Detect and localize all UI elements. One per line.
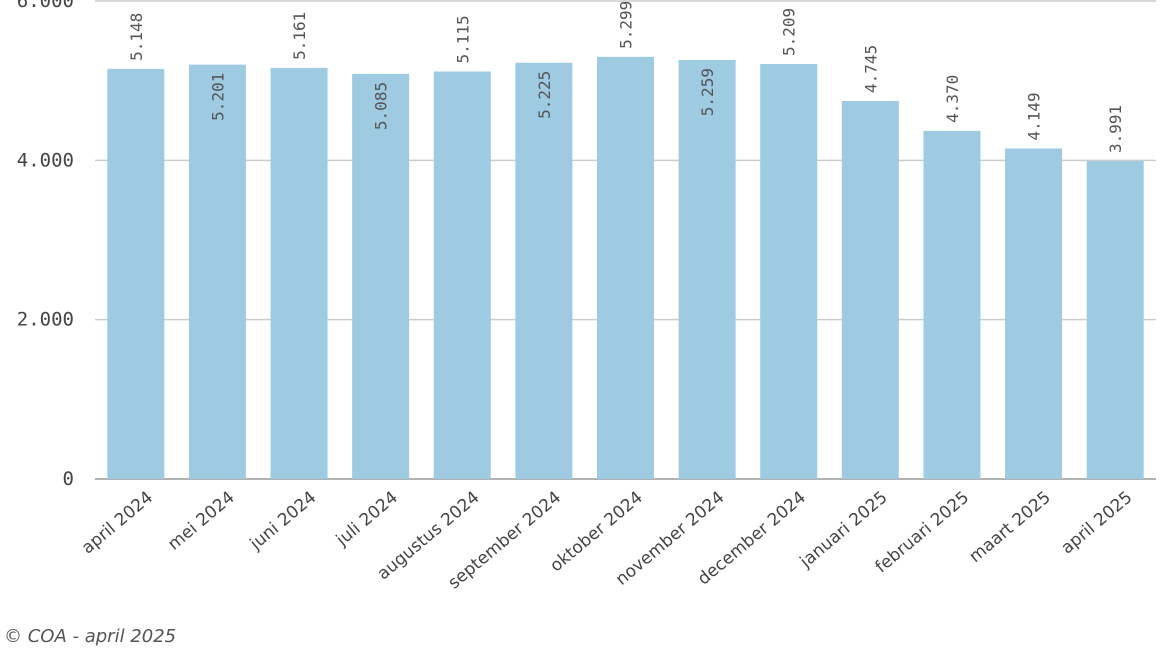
data-label: 5.259 [698,68,717,116]
source-credit: © COA - april 2025 [4,626,177,647]
x-tick-label: mei 2024 [164,488,238,555]
y-tick-label: 4.000 [17,149,74,171]
bar [923,130,981,479]
bar [760,64,818,480]
x-tick-label: juli 2024 [332,488,402,551]
data-label: 3.991 [1106,105,1125,153]
bar [270,67,328,479]
data-label: 5.085 [372,82,391,130]
data-labels: 5.148 5.201 5.161 5.085 5.115 5.225 5.299 5.259… [127,1,1125,153]
bar [107,68,165,479]
bar [1086,161,1144,479]
bar [352,73,410,480]
data-label: 5.201 [208,73,227,121]
data-label: 5.115 [453,15,472,63]
bar [597,56,654,479]
bar [1005,148,1063,479]
bar [678,60,736,480]
data-label: 5.225 [535,71,554,119]
bar [515,62,573,479]
bar [841,100,899,480]
x-axis: april 2024 mei 2024 juni 2024 juli 2024augu… [78,488,1136,594]
bars [107,56,1144,480]
y-tick-label: 6.000 [17,0,74,12]
data-label: 5.161 [290,12,309,60]
y-tick-label: 2.000 [17,309,74,331]
y-tick-label: 0 [63,468,74,490]
data-label: 4.149 [1025,92,1044,140]
data-label: 5.148 [127,13,146,61]
bar [433,71,491,479]
data-label: 5.209 [780,8,799,56]
x-tick-label: april 2025 [1057,488,1136,559]
data-label: 5.299 [617,1,636,49]
x-tick-label: maart 2025 [966,488,1055,567]
y-axis: 0 2.000 4.000 6.000 [17,0,74,490]
x-tick-label: april 2024 [78,488,157,559]
data-label: 4.745 [861,45,880,93]
x-tick-label: juni 2024 [246,488,321,555]
data-label: 4.370 [943,75,962,123]
bar [188,64,246,480]
